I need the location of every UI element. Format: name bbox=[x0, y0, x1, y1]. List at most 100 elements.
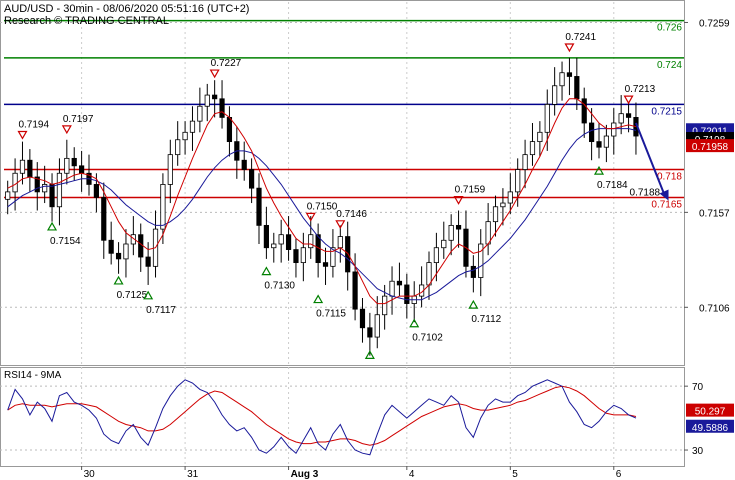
price-tick-label: 0.7259 bbox=[699, 18, 730, 29]
x-tick-label: Aug 3 bbox=[291, 469, 319, 480]
candle-body bbox=[34, 176, 40, 193]
x-tick-label: 6 bbox=[616, 469, 622, 480]
pivot-high-marker bbox=[453, 196, 464, 205]
rsi-tick-label: 30 bbox=[692, 446, 704, 457]
chart-subtitle: Research © TRADING CENTRAL bbox=[4, 15, 169, 27]
pivot-high-label: 0.7241 bbox=[565, 32, 596, 43]
pivot-low-label: 0.7125 bbox=[117, 290, 148, 301]
candle-body bbox=[226, 117, 233, 143]
candle-body bbox=[271, 243, 277, 249]
pivot-high-marker bbox=[564, 43, 575, 53]
candle-body bbox=[241, 159, 247, 170]
x-tick-label: 30 bbox=[84, 469, 96, 480]
candle-body bbox=[396, 280, 403, 286]
candle-body bbox=[500, 202, 506, 208]
candle-body bbox=[492, 206, 499, 223]
candle-body bbox=[123, 243, 129, 260]
rsi-tick-label: 70 bbox=[692, 382, 704, 393]
target-arrow-head bbox=[659, 189, 669, 201]
candle-body bbox=[108, 239, 114, 254]
pivot-high-label: 0.7150 bbox=[307, 201, 338, 212]
pivot-low-marker bbox=[261, 266, 272, 276]
rsi-badge-label: 50.297 bbox=[695, 407, 726, 418]
rsi-title: RSI14 - 9MA bbox=[4, 370, 62, 381]
candle-body bbox=[485, 221, 491, 245]
pivot-low-marker bbox=[364, 350, 375, 359]
candle-body bbox=[256, 187, 262, 226]
ma-slow-line bbox=[7, 128, 637, 301]
rsi-line bbox=[7, 379, 637, 456]
rsi-ma-line bbox=[7, 385, 637, 446]
pivot-low-label: 0.7102 bbox=[412, 333, 443, 344]
candle-body bbox=[522, 154, 528, 170]
candle-body bbox=[263, 224, 269, 249]
candle-body bbox=[478, 243, 484, 278]
candle-body bbox=[448, 224, 454, 241]
rsi-badge bbox=[686, 419, 734, 433]
price-panel: 0.7259 0.7157 0.7106 0.726 0.724 0.7215 0.718 0… bbox=[0, 0, 734, 366]
candle-body bbox=[529, 141, 536, 156]
candle-body bbox=[552, 85, 558, 105]
candle-body bbox=[389, 280, 395, 297]
pivot-low-marker bbox=[313, 294, 324, 304]
pivot-low-label: 0.7112 bbox=[471, 314, 501, 325]
candle-body bbox=[285, 234, 292, 250]
candle-body bbox=[470, 265, 476, 278]
candle-body bbox=[145, 256, 151, 267]
candle-body bbox=[19, 159, 26, 174]
level-label-support: 0.718 bbox=[657, 172, 682, 183]
pivot-high-label: 0.7146 bbox=[336, 209, 367, 220]
candle-body bbox=[544, 103, 550, 133]
price-badge bbox=[686, 139, 734, 153]
target-arrow-line bbox=[635, 122, 667, 198]
pivot-high-label: 0.7194 bbox=[18, 119, 49, 130]
rsi-plot-frame bbox=[0, 367, 685, 467]
price-tick-label: 0.7106 bbox=[699, 303, 730, 314]
level-label-pivot: 0.7215 bbox=[651, 106, 682, 117]
candle-body bbox=[278, 234, 284, 245]
level-label-resistance: 0.724 bbox=[657, 60, 682, 71]
x-tick-label: 4 bbox=[409, 469, 415, 480]
candle-body bbox=[537, 131, 543, 143]
pivot-low-marker bbox=[113, 275, 124, 285]
candle-body bbox=[93, 184, 99, 198]
candle-body bbox=[293, 249, 299, 264]
candle-body bbox=[138, 234, 144, 258]
candle-body bbox=[197, 105, 203, 122]
pivot-low-label: 0.7130 bbox=[264, 281, 295, 292]
candle-body bbox=[204, 94, 210, 107]
candle-body bbox=[426, 262, 432, 286]
candle-body bbox=[337, 236, 343, 249]
candle-body bbox=[589, 122, 595, 143]
candle-body bbox=[359, 308, 366, 329]
price-plot-frame bbox=[0, 0, 685, 366]
pivot-low-label: 0.7184 bbox=[597, 180, 628, 191]
pivot-high-marker bbox=[305, 212, 316, 222]
candle-body bbox=[249, 169, 255, 189]
candle-body bbox=[596, 141, 602, 148]
pivot-high-marker bbox=[209, 69, 220, 79]
candle-body bbox=[101, 197, 107, 241]
ma-fast-line bbox=[7, 98, 637, 305]
pivot-low-label: 0.7117 bbox=[146, 305, 176, 316]
candle-body bbox=[49, 184, 55, 208]
pivot-low-label: 0.7115 bbox=[316, 309, 346, 320]
candle-body bbox=[611, 122, 617, 137]
rsi-badge-label: 49.5886 bbox=[692, 423, 729, 434]
candle-body bbox=[130, 234, 136, 245]
candle-body bbox=[160, 184, 166, 230]
candle-body bbox=[5, 191, 11, 200]
rsi-badge bbox=[686, 403, 734, 417]
candle-body bbox=[308, 234, 314, 249]
candle-body bbox=[559, 72, 565, 87]
candle-body bbox=[618, 113, 624, 124]
candle-body bbox=[515, 169, 521, 193]
pivot-high-marker bbox=[17, 130, 28, 140]
candle-body bbox=[566, 72, 573, 77]
candle-body bbox=[71, 157, 77, 167]
price-badge-label: 0.71958 bbox=[692, 142, 729, 153]
candle-body bbox=[382, 295, 388, 316]
candle-body bbox=[42, 184, 48, 193]
pivot-high-label: 0.7159 bbox=[455, 185, 486, 196]
pivot-high-label: 0.7213 bbox=[625, 84, 656, 95]
